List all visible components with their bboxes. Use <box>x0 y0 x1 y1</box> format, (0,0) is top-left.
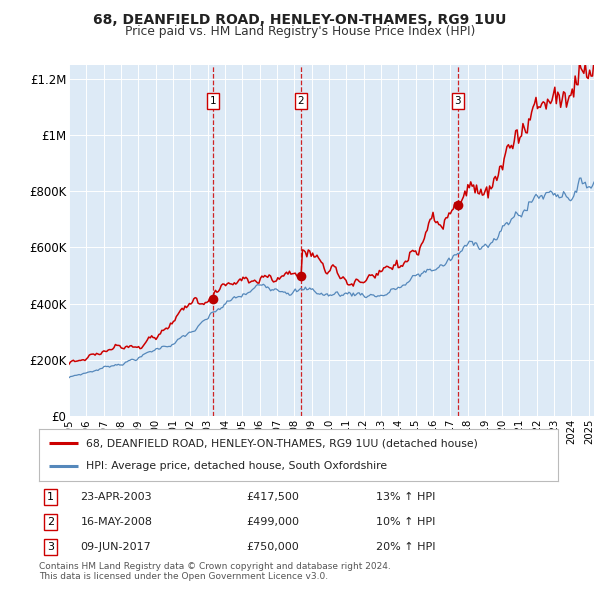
Text: 1: 1 <box>209 96 216 106</box>
Text: 10% ↑ HPI: 10% ↑ HPI <box>376 517 436 527</box>
Text: 68, DEANFIELD ROAD, HENLEY-ON-THAMES, RG9 1UU: 68, DEANFIELD ROAD, HENLEY-ON-THAMES, RG… <box>94 13 506 27</box>
Text: This data is licensed under the Open Government Licence v3.0.: This data is licensed under the Open Gov… <box>39 572 328 581</box>
Text: £750,000: £750,000 <box>247 542 299 552</box>
Text: 2: 2 <box>47 517 54 527</box>
Text: HPI: Average price, detached house, South Oxfordshire: HPI: Average price, detached house, Sout… <box>86 461 387 471</box>
Text: 23-APR-2003: 23-APR-2003 <box>80 492 152 502</box>
Text: 16-MAY-2008: 16-MAY-2008 <box>80 517 152 527</box>
Text: £499,000: £499,000 <box>247 517 299 527</box>
Text: 3: 3 <box>47 542 54 552</box>
Text: 68, DEANFIELD ROAD, HENLEY-ON-THAMES, RG9 1UU (detached house): 68, DEANFIELD ROAD, HENLEY-ON-THAMES, RG… <box>86 438 478 448</box>
Text: Price paid vs. HM Land Registry's House Price Index (HPI): Price paid vs. HM Land Registry's House … <box>125 25 475 38</box>
Text: 3: 3 <box>454 96 461 106</box>
Text: Contains HM Land Registry data © Crown copyright and database right 2024.: Contains HM Land Registry data © Crown c… <box>39 562 391 571</box>
Text: £417,500: £417,500 <box>247 492 299 502</box>
Text: 1: 1 <box>47 492 54 502</box>
Text: 13% ↑ HPI: 13% ↑ HPI <box>376 492 436 502</box>
Text: 09-JUN-2017: 09-JUN-2017 <box>80 542 151 552</box>
Text: 2: 2 <box>298 96 304 106</box>
Text: 20% ↑ HPI: 20% ↑ HPI <box>376 542 436 552</box>
